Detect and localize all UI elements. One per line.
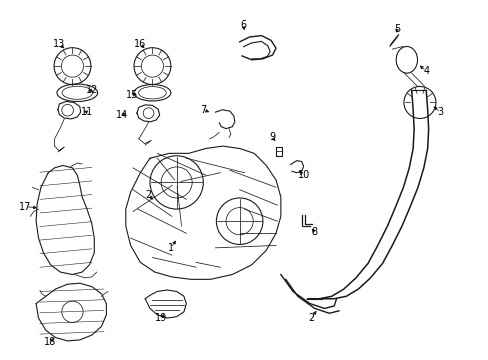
Text: 12: 12 bbox=[85, 85, 98, 95]
Text: 19: 19 bbox=[155, 313, 167, 323]
Text: 16: 16 bbox=[134, 39, 146, 49]
Text: 2: 2 bbox=[145, 189, 151, 199]
Text: 2: 2 bbox=[307, 313, 314, 323]
Text: 11: 11 bbox=[81, 107, 93, 117]
Text: 1: 1 bbox=[167, 243, 174, 253]
Text: 6: 6 bbox=[240, 20, 245, 30]
Text: 8: 8 bbox=[311, 227, 317, 237]
Text: 15: 15 bbox=[125, 90, 138, 100]
Text: 10: 10 bbox=[297, 170, 309, 180]
Text: 17: 17 bbox=[19, 202, 32, 212]
Text: 4: 4 bbox=[422, 66, 428, 76]
Text: 5: 5 bbox=[393, 24, 400, 34]
Text: 14: 14 bbox=[116, 109, 128, 120]
Text: 7: 7 bbox=[200, 105, 206, 115]
Text: 18: 18 bbox=[43, 337, 56, 347]
Text: 3: 3 bbox=[437, 107, 443, 117]
Text: 13: 13 bbox=[53, 39, 65, 49]
Text: 9: 9 bbox=[269, 132, 275, 142]
